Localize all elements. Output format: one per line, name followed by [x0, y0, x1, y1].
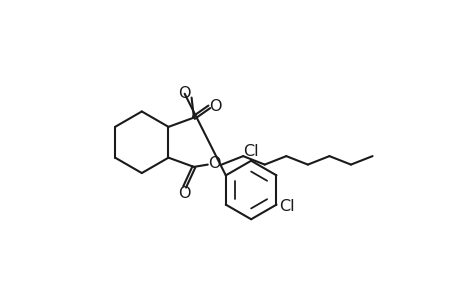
Text: O: O — [178, 86, 190, 101]
Text: O: O — [178, 186, 190, 201]
Text: Cl: Cl — [243, 144, 258, 159]
Text: O: O — [208, 156, 220, 171]
Text: Cl: Cl — [279, 199, 294, 214]
Text: O: O — [209, 99, 221, 114]
